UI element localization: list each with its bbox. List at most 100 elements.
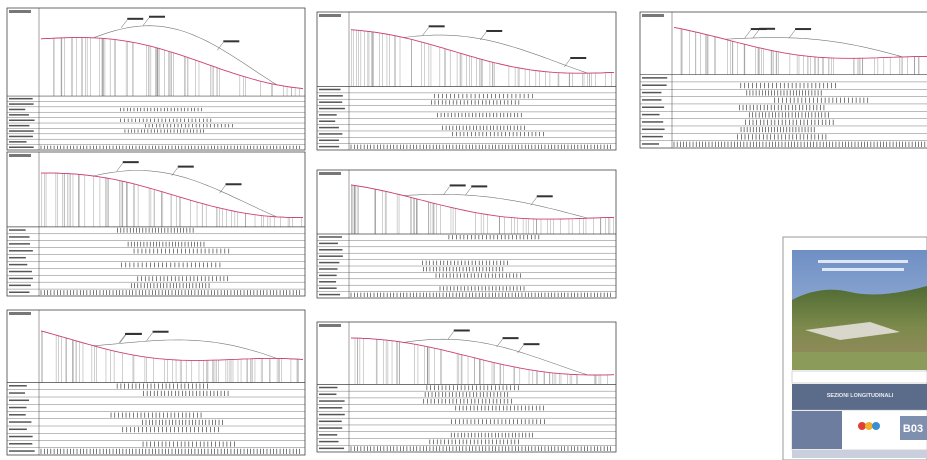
panel-label <box>9 10 31 13</box>
row-label <box>319 287 337 289</box>
ground-profile <box>40 330 304 361</box>
panel-label <box>642 14 664 17</box>
cover-info-row <box>791 370 927 384</box>
annotation-text <box>453 329 470 332</box>
ground-profile <box>350 29 615 74</box>
annotation-text <box>223 40 240 43</box>
annotation-leader <box>564 58 571 68</box>
cover-footer <box>792 450 927 458</box>
cover-section-band <box>792 384 927 410</box>
section-panel <box>6 151 306 297</box>
row-label <box>642 77 668 79</box>
annotation-leader <box>116 163 123 172</box>
cover-code-box <box>900 416 927 440</box>
row-label <box>9 399 30 402</box>
section-panel <box>316 321 617 453</box>
row-label <box>9 421 32 423</box>
row-label <box>9 103 34 105</box>
cover-owner-box <box>792 411 842 449</box>
row-label <box>9 97 33 100</box>
annotation-leader <box>465 187 472 196</box>
row-label <box>642 143 659 145</box>
annotation-leader <box>118 334 126 344</box>
row-label <box>642 121 664 123</box>
panel-label <box>9 154 31 157</box>
cover-code: B03 <box>903 423 923 435</box>
row-label <box>319 133 343 135</box>
row-label <box>9 428 27 431</box>
row-label <box>9 146 34 148</box>
annotation-text <box>122 161 139 164</box>
row-label <box>319 407 343 409</box>
annotation-text <box>471 185 488 188</box>
ground-profile <box>350 184 615 220</box>
row-label <box>9 270 32 273</box>
annotation-text <box>759 27 776 30</box>
row-label <box>9 135 33 138</box>
row-label <box>319 413 345 416</box>
annotation-text <box>486 29 503 32</box>
cover-photo-landfill <box>805 322 900 340</box>
annotation-text <box>795 28 812 31</box>
logo-dot <box>872 422 880 430</box>
row-label <box>642 99 662 101</box>
annotation-leader <box>217 42 224 51</box>
row-label <box>642 128 665 131</box>
row-label <box>319 255 343 257</box>
row-label <box>319 101 343 103</box>
annotation-leader <box>530 197 537 206</box>
cover-title-line <box>822 268 904 271</box>
section-panel <box>316 11 617 151</box>
row-label <box>9 450 35 452</box>
row-label <box>9 291 30 294</box>
row-label <box>319 236 343 238</box>
annotation-leader <box>171 167 178 176</box>
annotation-leader <box>443 186 450 195</box>
row-label <box>9 229 26 231</box>
row-label <box>319 120 336 122</box>
row-label <box>9 392 26 394</box>
row-label <box>642 91 662 94</box>
row-label <box>9 414 26 416</box>
section-panel <box>639 11 927 149</box>
row-label <box>319 107 345 110</box>
row-label <box>642 106 665 109</box>
annotation-text <box>177 165 194 168</box>
annotation-leader <box>744 29 751 39</box>
row-label <box>319 434 338 436</box>
section-panel <box>6 309 306 456</box>
row-label <box>9 119 35 122</box>
annotation-text <box>127 17 144 20</box>
row-label <box>319 139 339 142</box>
cover-title-line <box>818 260 908 263</box>
annotation-leader <box>146 332 153 341</box>
row-label <box>319 393 337 396</box>
row-label <box>9 443 33 445</box>
logo-dot <box>865 422 873 430</box>
annotation-text <box>124 332 141 335</box>
annotation-leader <box>422 27 429 36</box>
row-label <box>9 256 26 259</box>
annotation-leader <box>142 17 150 26</box>
row-label <box>319 249 343 251</box>
row-label <box>642 84 667 86</box>
section-panel <box>316 169 617 299</box>
row-label <box>9 114 29 116</box>
annotation-leader <box>121 19 128 28</box>
logo-dot <box>858 422 866 430</box>
row-label <box>642 113 660 116</box>
annotation-text <box>536 195 553 198</box>
panel-label <box>9 312 31 315</box>
row-label <box>9 141 27 143</box>
annotation-text <box>523 343 540 346</box>
row-label <box>9 108 26 111</box>
ground-profile <box>350 337 615 376</box>
ground-profile <box>673 26 927 59</box>
row-label <box>319 274 337 277</box>
row-label <box>319 293 341 296</box>
row-label <box>319 427 343 429</box>
row-label <box>319 126 339 129</box>
annotation-text <box>502 337 519 340</box>
